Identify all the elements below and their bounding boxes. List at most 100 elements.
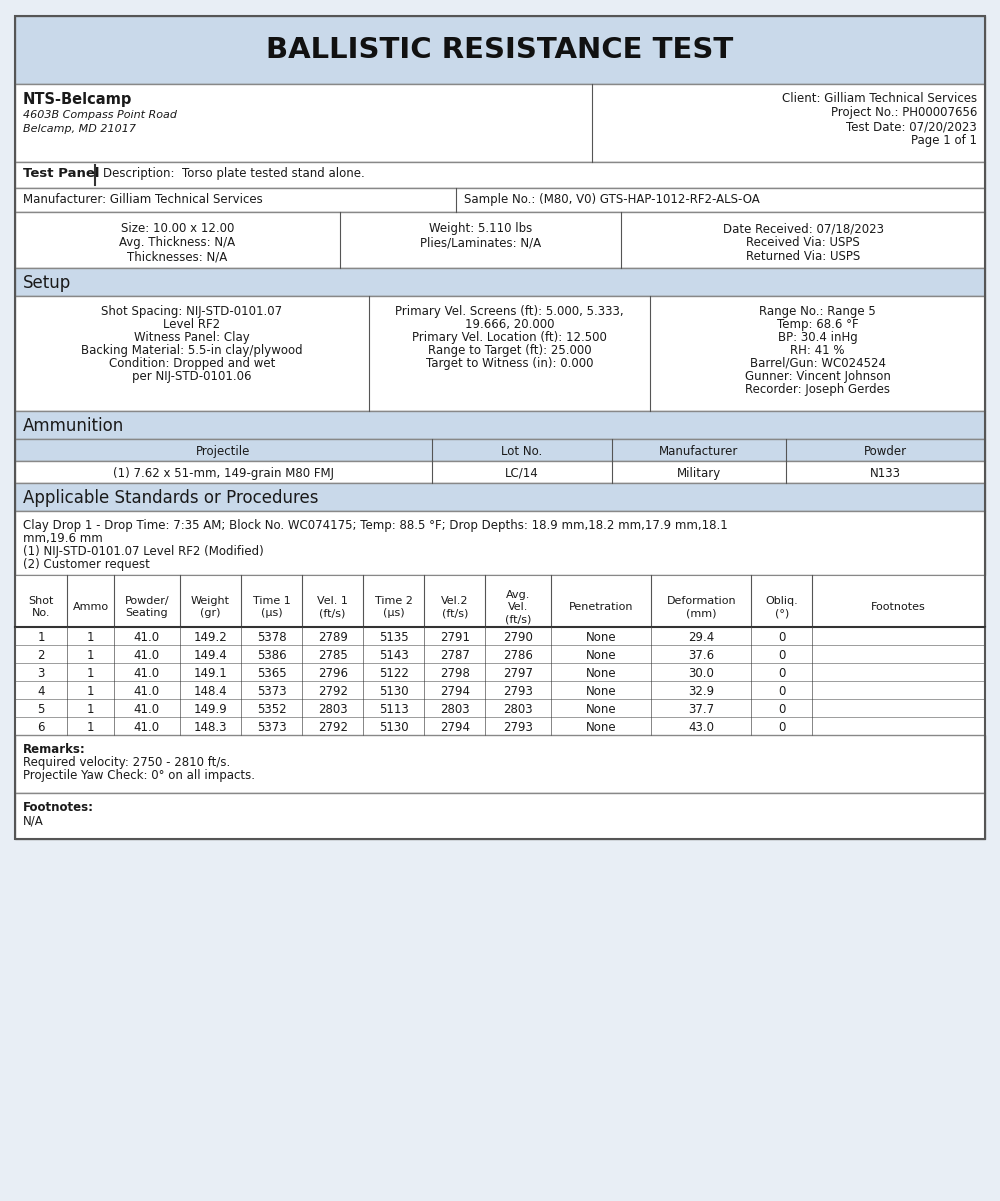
Text: 1: 1 [87, 667, 94, 680]
Text: 5143: 5143 [379, 649, 409, 662]
Text: 6: 6 [37, 721, 45, 734]
Text: Barrel/Gun: WC024524: Barrel/Gun: WC024524 [750, 357, 886, 370]
Text: 1: 1 [87, 649, 94, 662]
Bar [15, 483, 985, 510]
Text: 5135: 5135 [379, 631, 409, 644]
Text: Time 1: Time 1 [253, 596, 290, 607]
Text: 32.9: 32.9 [688, 685, 714, 698]
Text: Condition: Dropped and wet: Condition: Dropped and wet [109, 357, 275, 370]
Text: Penetration: Penetration [569, 602, 634, 613]
Text: Shot Spacing: NIJ-STD-0101.07: Shot Spacing: NIJ-STD-0101.07 [101, 305, 283, 318]
Text: Lot No.: Lot No. [501, 446, 542, 458]
Text: 5113: 5113 [379, 703, 409, 716]
Text: 149.9: 149.9 [194, 703, 227, 716]
Text: Obliq.: Obliq. [765, 596, 798, 607]
Text: BP: 30.4 inHg: BP: 30.4 inHg [778, 331, 858, 343]
Text: Ammunition: Ammunition [23, 417, 124, 435]
Text: 4603B Compass Point Road: 4603B Compass Point Road [23, 110, 177, 120]
Text: Range to Target (ft): 25.000: Range to Target (ft): 25.000 [428, 343, 592, 357]
Text: (1) NIJ-STD-0101.07 Level RF2 (Modified): (1) NIJ-STD-0101.07 Level RF2 (Modified) [23, 545, 264, 558]
Text: 2794: 2794 [440, 721, 470, 734]
Bar [15, 411, 985, 440]
Text: 2786: 2786 [503, 649, 533, 662]
Text: 41.0: 41.0 [134, 667, 160, 680]
Text: 0: 0 [778, 703, 785, 716]
Text: 4: 4 [37, 685, 45, 698]
Bar [15, 735, 985, 793]
Text: 2797: 2797 [503, 667, 533, 680]
Text: Vel. 1: Vel. 1 [317, 596, 348, 607]
Text: 5386: 5386 [257, 649, 286, 662]
Text: 0: 0 [778, 631, 785, 644]
Text: Size: 10.00 x 12.00: Size: 10.00 x 12.00 [121, 222, 234, 235]
Text: Setup: Setup [23, 274, 71, 292]
Text: 2798: 2798 [440, 667, 470, 680]
Text: Footnotes:: Footnotes: [23, 801, 94, 814]
Text: Project No.: PH00007656: Project No.: PH00007656 [831, 106, 977, 119]
Text: Sample No.: (M80, V0) GTS-HAP-1012-RF2-ALS-OA: Sample No.: (M80, V0) GTS-HAP-1012-RF2-A… [464, 193, 760, 207]
Text: Manufacturer: Gilliam Technical Services: Manufacturer: Gilliam Technical Services [23, 193, 263, 207]
Bar [15, 793, 985, 839]
Text: Applicable Standards or Procedures: Applicable Standards or Procedures [23, 489, 318, 507]
Text: Returned Via: USPS: Returned Via: USPS [746, 250, 860, 263]
Text: 2794: 2794 [440, 685, 470, 698]
Text: NTS-Belcamp: NTS-Belcamp [23, 92, 132, 107]
Bar [15, 627, 985, 645]
Text: (°): (°) [775, 608, 789, 619]
Text: Time 2: Time 2 [375, 596, 413, 607]
Text: (gr): (gr) [200, 608, 221, 619]
Text: Weight: 5.110 lbs: Weight: 5.110 lbs [429, 222, 532, 235]
Text: Vel.: Vel. [508, 602, 529, 613]
Text: 1: 1 [87, 721, 94, 734]
Bar [15, 663, 985, 681]
Text: Backing Material: 5.5-in clay/plywood: Backing Material: 5.5-in clay/plywood [81, 343, 303, 357]
Text: 1: 1 [87, 703, 94, 716]
Text: (ft/s): (ft/s) [442, 608, 468, 619]
Text: Witness Panel: Clay: Witness Panel: Clay [134, 331, 250, 343]
Text: Client: Gilliam Technical Services: Client: Gilliam Technical Services [782, 92, 977, 104]
Text: None: None [586, 631, 617, 644]
Bar [15, 16, 985, 84]
Text: Level RF2: Level RF2 [163, 318, 221, 331]
Text: 5378: 5378 [257, 631, 286, 644]
Text: Description:  Torso plate tested stand alone.: Description: Torso plate tested stand al… [103, 167, 365, 180]
Text: 2792: 2792 [318, 685, 348, 698]
Text: 2803: 2803 [504, 703, 533, 716]
Text: Test Date: 07/20/2023: Test Date: 07/20/2023 [846, 120, 977, 133]
Bar [15, 461, 985, 483]
Text: 37.7: 37.7 [688, 703, 714, 716]
Text: 5: 5 [38, 703, 45, 716]
Text: Military: Military [677, 467, 721, 480]
Text: 3: 3 [38, 667, 45, 680]
Text: Received Via: USPS: Received Via: USPS [746, 237, 860, 249]
Text: Seating: Seating [126, 608, 168, 619]
Text: 2803: 2803 [318, 703, 347, 716]
Text: Powder/: Powder/ [125, 596, 169, 607]
Text: 0: 0 [778, 649, 785, 662]
Text: 2791: 2791 [440, 631, 470, 644]
Text: Projectile Yaw Check: 0° on all impacts.: Projectile Yaw Check: 0° on all impacts. [23, 769, 255, 782]
Text: Avg.: Avg. [506, 590, 531, 600]
Text: Gunner: Vincent Johnson: Gunner: Vincent Johnson [745, 370, 891, 383]
Text: Range No.: Range 5: Range No.: Range 5 [759, 305, 876, 318]
Text: (μs): (μs) [261, 608, 282, 619]
Text: 5365: 5365 [257, 667, 286, 680]
Text: (mm): (mm) [686, 608, 717, 619]
Text: Vel.2: Vel.2 [441, 596, 469, 607]
Text: 5352: 5352 [257, 703, 286, 716]
Bar [15, 84, 985, 162]
Text: Primary Vel. Screens (ft): 5.000, 5.333,: Primary Vel. Screens (ft): 5.000, 5.333, [395, 305, 624, 318]
Text: 149.2: 149.2 [194, 631, 227, 644]
Text: Date Received: 07/18/2023: Date Received: 07/18/2023 [723, 222, 884, 235]
Text: Projectile: Projectile [196, 446, 251, 458]
Text: mm,19.6 mm: mm,19.6 mm [23, 532, 103, 545]
Bar [15, 681, 985, 699]
Bar [15, 189, 985, 213]
Text: 29.4: 29.4 [688, 631, 714, 644]
Text: Deformation: Deformation [666, 596, 736, 607]
Text: (1) 7.62 x 51-mm, 149-grain M80 FMJ: (1) 7.62 x 51-mm, 149-grain M80 FMJ [113, 467, 334, 480]
Text: N133: N133 [870, 467, 901, 480]
Text: Ammo: Ammo [73, 602, 109, 613]
Text: 1: 1 [87, 631, 94, 644]
Text: 149.1: 149.1 [194, 667, 227, 680]
